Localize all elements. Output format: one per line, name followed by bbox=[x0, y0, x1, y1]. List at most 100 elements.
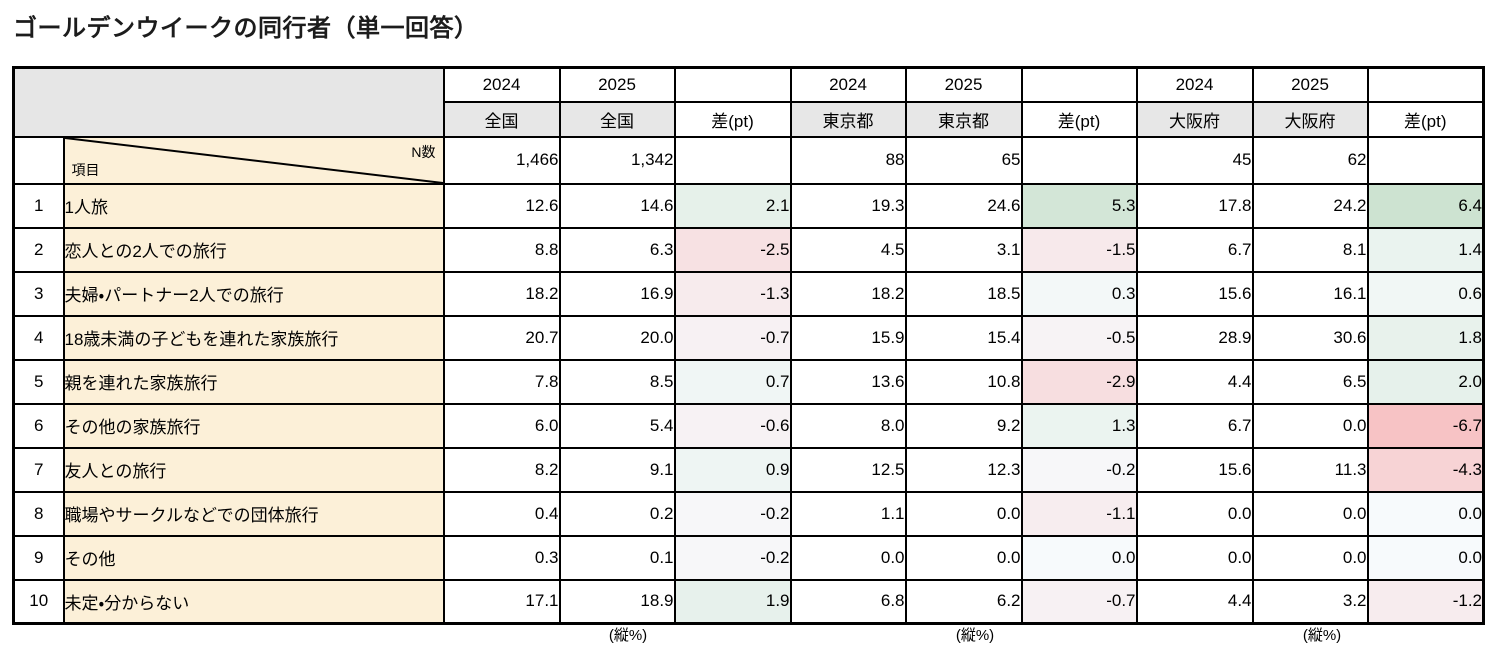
value-cell: 30.6 bbox=[1251, 314, 1369, 361]
row-number-cell: 6 bbox=[12, 402, 65, 449]
value-cell: 6.7 bbox=[1135, 402, 1254, 449]
value-cell: 6.8 bbox=[789, 578, 907, 625]
value-cell: 0.0 bbox=[1251, 490, 1369, 537]
diff-value-cell: -2.9 bbox=[1020, 358, 1138, 405]
table-row: 5 親を連れた家族旅行 7.8 8.5 0.7 13.6 10.8 -2.9 4.4 6.5 2.0 bbox=[12, 358, 1485, 405]
row-number-cell: 3 bbox=[12, 270, 65, 317]
value-cell: 0.0 bbox=[1251, 402, 1369, 449]
value-cell: 7.8 bbox=[442, 358, 561, 405]
year-header: 2024 bbox=[442, 66, 561, 103]
region-header: 大阪府 bbox=[1251, 100, 1369, 138]
diff-value-cell: 1.3 bbox=[1020, 402, 1138, 449]
value-cell: 3.1 bbox=[904, 226, 1023, 273]
row-number-cell: 10 bbox=[12, 578, 65, 625]
header-row-years: 2024 2025 2024 2025 2024 2025 bbox=[12, 66, 1485, 138]
table-row: 9 その他 0.3 0.1 -0.2 0.0 0.0 0.0 0.0 0.0 0.0 bbox=[12, 534, 1485, 581]
value-cell: 5.4 bbox=[558, 402, 676, 449]
value-cell: 13.6 bbox=[789, 358, 907, 405]
value-cell: 20.0 bbox=[558, 314, 676, 361]
diff-header: 差(pt) bbox=[673, 100, 792, 138]
value-cell: 4.5 bbox=[789, 226, 907, 273]
diagonal-header-cell: N数 項目 bbox=[62, 135, 445, 185]
region-header: 全国 bbox=[558, 100, 676, 138]
table-row: 7 友人との旅行 8.2 9.1 0.9 12.5 12.3 -0.2 15.6 11.3 -4.3 bbox=[12, 446, 1485, 493]
value-cell: 0.2 bbox=[558, 490, 676, 537]
table-row: 8 職場やサークルなどでの団体旅行 0.4 0.2 -0.2 1.1 0.0 -1.1 0.0 0… bbox=[12, 490, 1485, 537]
blank-cell bbox=[673, 135, 792, 185]
table-row: 4 18歳未満の子どもを連れた家族旅行 20.7 20.0 -0.7 15.9 15.4 -0… bbox=[12, 314, 1485, 361]
value-cell: 20.7 bbox=[442, 314, 561, 361]
diff-value-cell: -1.5 bbox=[1020, 226, 1138, 273]
value-cell: 8.2 bbox=[442, 446, 561, 493]
table-row: 2 恋人との2人での旅行 8.8 6.3 -2.5 4.5 3.1 -1.5 6.7 8.1 1.4 bbox=[12, 226, 1485, 273]
n-count-cell: 1,466 bbox=[442, 135, 561, 185]
diff-header: 差(pt) bbox=[1366, 100, 1485, 138]
value-cell: 4.4 bbox=[1135, 578, 1254, 625]
value-cell: 0.0 bbox=[904, 490, 1023, 537]
unit-note: (縦%) bbox=[608, 627, 648, 644]
value-cell: 18.2 bbox=[789, 270, 907, 317]
item-label-cell: 親を連れた家族旅行 bbox=[62, 358, 445, 405]
n-count-cell: 62 bbox=[1251, 135, 1369, 185]
item-label-cell: 夫婦・パートナー2人での旅行 bbox=[62, 270, 445, 317]
value-cell: 0.0 bbox=[789, 534, 907, 581]
diff-header: 差(pt) bbox=[1020, 100, 1138, 138]
value-cell: 17.1 bbox=[442, 578, 561, 625]
table-row: 6 その他の家族旅行 6.0 5.4 -0.6 8.0 9.2 1.3 6.7 0.0 -6.7 bbox=[12, 402, 1485, 449]
unit-note: (縦%) bbox=[1302, 627, 1342, 644]
blank-cell bbox=[12, 135, 65, 185]
companion-table: 2024 2025 2024 2025 2024 2025 全国 全国 差(pt… bbox=[12, 66, 1485, 625]
header-row-regions: 全国 全国 差(pt) 東京都 東京都 差(pt) 大阪府 大阪府 差(pt) bbox=[14, 100, 1485, 138]
diff-value-cell: 5.3 bbox=[1020, 182, 1138, 229]
value-cell: 24.2 bbox=[1251, 182, 1369, 229]
year-header: 2024 bbox=[789, 66, 907, 103]
unit-note: (縦%) bbox=[955, 627, 995, 644]
diff-value-cell: 0.7 bbox=[673, 358, 792, 405]
diff-value-cell: 1.4 bbox=[1366, 226, 1485, 273]
diff-value-cell: -0.2 bbox=[673, 490, 792, 537]
diff-value-cell: -0.6 bbox=[673, 402, 792, 449]
diff-value-cell: 0.9 bbox=[673, 446, 792, 493]
value-cell: 11.3 bbox=[1251, 446, 1369, 493]
value-cell: 0.1 bbox=[558, 534, 676, 581]
value-cell: 6.7 bbox=[1135, 226, 1254, 273]
diff-value-cell: -1.1 bbox=[1020, 490, 1138, 537]
value-cell: 9.1 bbox=[558, 446, 676, 493]
value-cell: 0.4 bbox=[442, 490, 561, 537]
table-row: 10 未定・分からない 17.1 18.9 1.9 6.8 6.2 -0.7 4.4 3.2 -1.… bbox=[12, 578, 1485, 625]
value-cell: 24.6 bbox=[904, 182, 1023, 229]
value-cell: 8.5 bbox=[558, 358, 676, 405]
value-cell: 10.8 bbox=[904, 358, 1023, 405]
row-number-cell: 4 bbox=[12, 314, 65, 361]
item-column-label: 項目 bbox=[71, 161, 100, 178]
value-cell: 18.5 bbox=[904, 270, 1023, 317]
item-label-cell: その他 bbox=[62, 534, 445, 581]
n-count-label: N数 bbox=[411, 143, 436, 160]
diff-value-cell: 0.3 bbox=[1020, 270, 1138, 317]
value-cell: 15.6 bbox=[1135, 270, 1254, 317]
item-label-cell: 友人との旅行 bbox=[62, 446, 445, 493]
diff-value-cell: -0.2 bbox=[673, 534, 792, 581]
item-label-cell: その他の家族旅行 bbox=[62, 402, 445, 449]
diff-value-cell: 0.0 bbox=[1020, 534, 1138, 581]
table-row: 1 1人旅 12.6 14.6 2.1 19.3 24.6 5.3 17.8 24.2 6.4 bbox=[12, 182, 1485, 229]
year-header: 2025 bbox=[558, 66, 676, 103]
value-cell: 15.6 bbox=[1135, 446, 1254, 493]
diff-value-cell: -0.7 bbox=[673, 314, 792, 361]
region-header: 東京都 bbox=[789, 100, 907, 138]
year-header: 2025 bbox=[904, 66, 1023, 103]
diff-value-cell: -1.2 bbox=[1366, 578, 1485, 625]
value-cell: 16.9 bbox=[558, 270, 676, 317]
value-cell: 12.5 bbox=[789, 446, 907, 493]
value-cell: 8.8 bbox=[442, 226, 561, 273]
item-label-cell: 18歳未満の子どもを連れた家族旅行 bbox=[62, 314, 445, 361]
value-cell: 12.3 bbox=[904, 446, 1023, 493]
row-number-cell: 1 bbox=[12, 182, 65, 229]
diff-value-cell: 2.0 bbox=[1366, 358, 1485, 405]
item-label-cell: 恋人との2人での旅行 bbox=[62, 226, 445, 273]
value-cell: 28.9 bbox=[1135, 314, 1254, 361]
diff-value-cell: 6.4 bbox=[1366, 182, 1485, 229]
diff-value-cell: 2.1 bbox=[673, 182, 792, 229]
blank-cell bbox=[1020, 66, 1138, 103]
